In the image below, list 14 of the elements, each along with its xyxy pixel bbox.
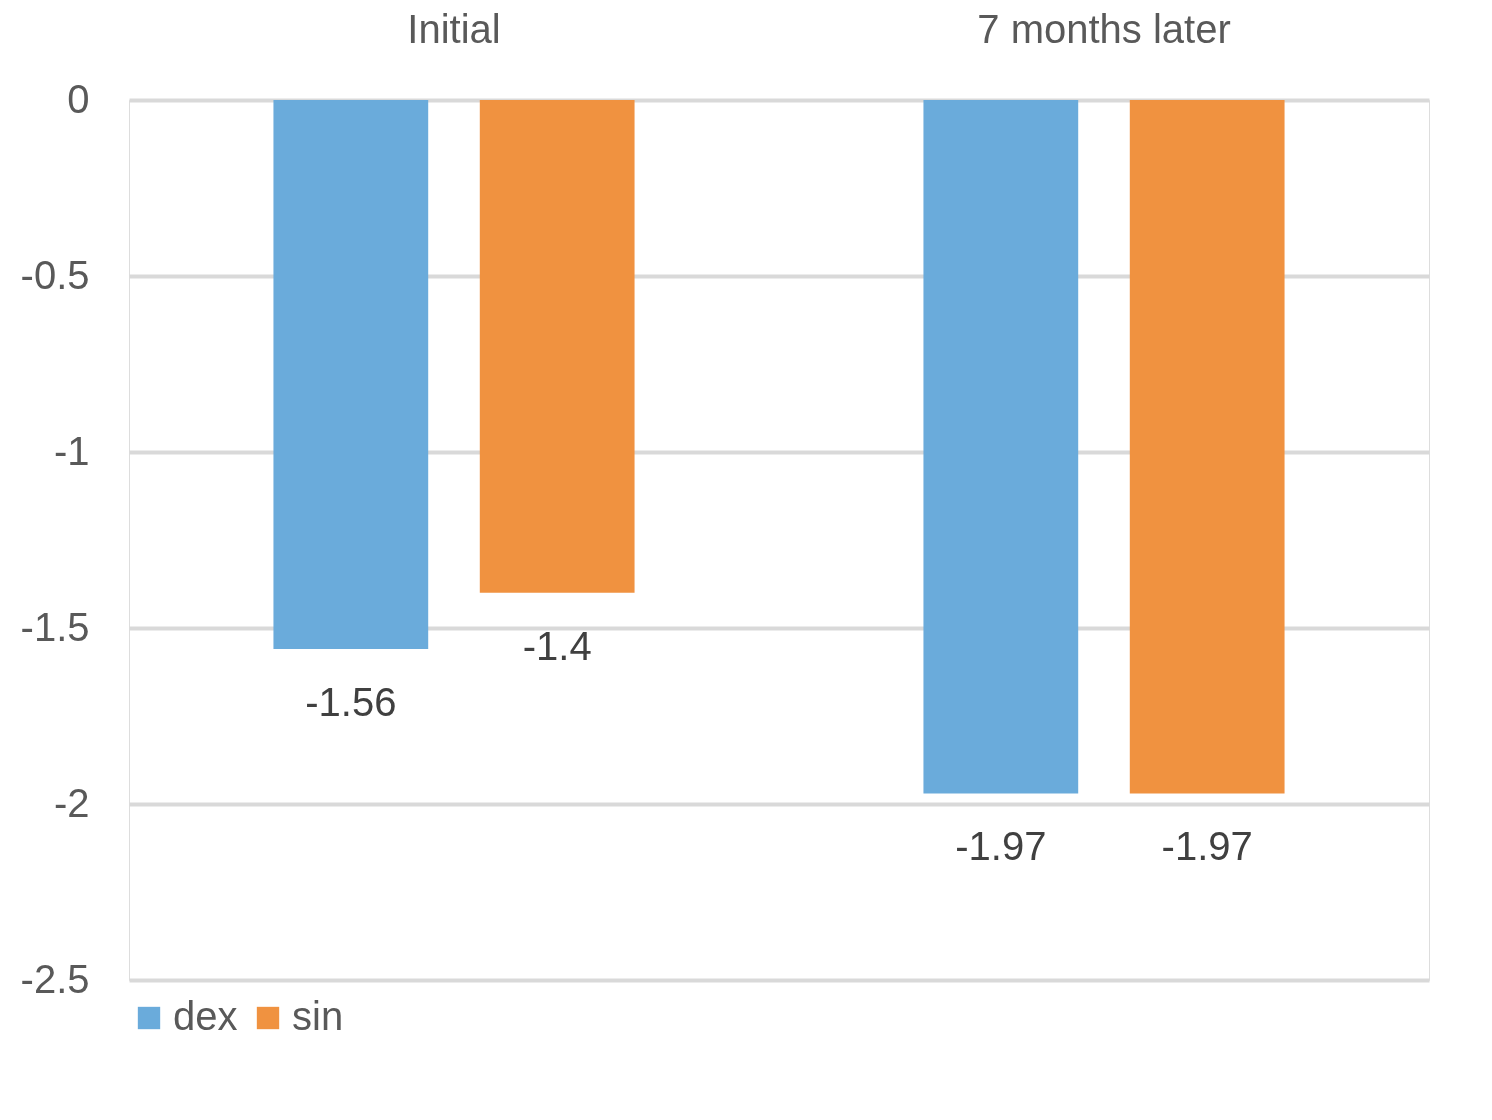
y-tick-label: -2 [53,780,90,825]
data-label: -1.97 [955,824,1047,869]
y-tick-label: 0 [67,76,90,121]
y-tick-label: -0.5 [20,252,90,297]
y-tick-label: -1.5 [20,604,90,649]
y-tick-label: -2.5 [20,956,90,1001]
data-label: -1.97 [1161,824,1253,869]
legend-label: sin [292,994,344,1038]
data-label: -1.4 [522,623,592,668]
x-tick-label: 7 months later [977,6,1231,51]
x-tick-label: Initial [407,6,501,51]
legend-label: dex [173,994,238,1038]
data-label: -1.56 [305,680,397,725]
y-tick-label: -1 [53,428,90,473]
